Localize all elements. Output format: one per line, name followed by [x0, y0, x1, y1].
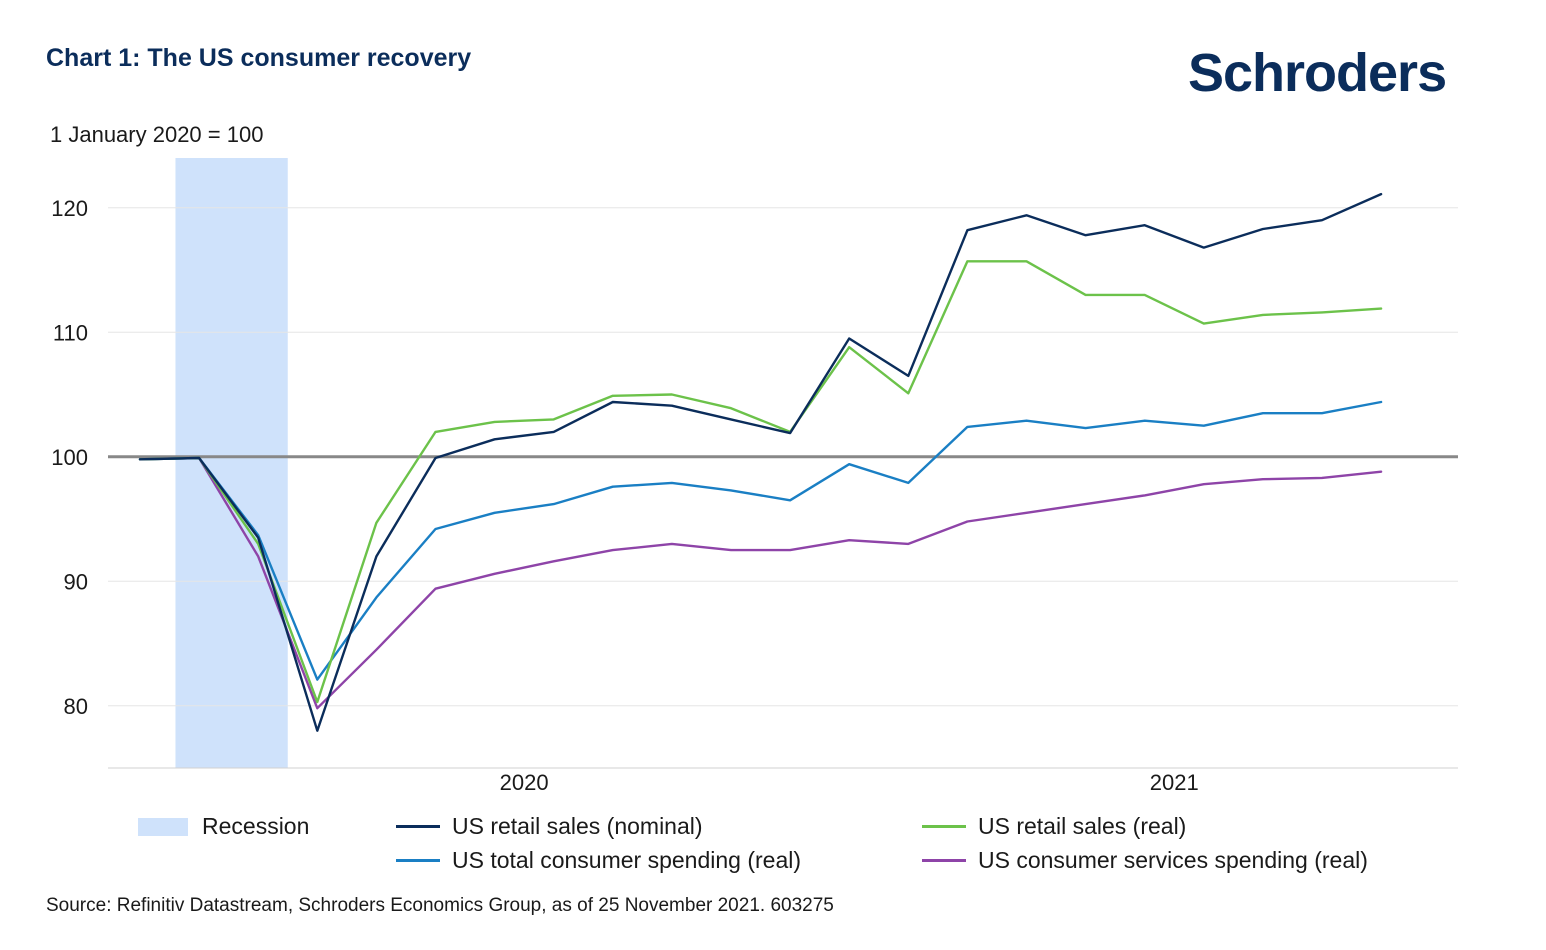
- series-line-total-spending: [138, 400, 1383, 681]
- source-note: Source: Refinitiv Datastream, Schroders …: [46, 895, 834, 916]
- legend-swatch-recession: [138, 817, 188, 836]
- legend-item-nominal: US retail sales (nominal): [396, 813, 703, 840]
- y-tick-label-90: 90: [64, 569, 88, 594]
- y-tick-label-100: 100: [51, 445, 88, 470]
- y-tick-label-110: 110: [53, 320, 88, 345]
- legend-item-recession: Recession: [138, 813, 309, 840]
- series-line-retail-real: [138, 260, 1383, 704]
- legend-label-retail-real: US retail sales (real): [978, 813, 1187, 839]
- legend-label-recession: Recession: [202, 813, 310, 839]
- legend-label-nominal: US retail sales (nominal): [452, 813, 703, 839]
- legend-swatch-total-spending: [396, 859, 440, 862]
- legend-item-total-spending: US total consumer spending (real): [396, 847, 801, 874]
- series-line-services: [138, 456, 1383, 710]
- legend-swatch-retail-real: [922, 825, 966, 828]
- y-tick-label-120: 120: [51, 196, 88, 221]
- legend-item-retail-real: US retail sales (real): [922, 813, 1186, 840]
- y-tick-label-80: 80: [64, 694, 88, 719]
- x-tick-label-2021: 2021: [1150, 770, 1199, 795]
- schroders-logo: Schroders: [1188, 43, 1447, 103]
- chart-subtitle: 1 January 2020 = 100: [50, 122, 264, 147]
- legend-label-services: US consumer services spending (real): [978, 847, 1368, 873]
- series-line-nominal: [138, 192, 1383, 732]
- legend-swatch-services: [922, 859, 966, 862]
- legend-label-total-spending: US total consumer spending (real): [452, 847, 801, 873]
- chart-title: Chart 1: The US consumer recovery: [46, 44, 472, 72]
- legend-swatch-nominal: [396, 825, 440, 828]
- x-tick-label-2020: 2020: [500, 770, 549, 795]
- legend-item-services: US consumer services spending (real): [922, 847, 1368, 874]
- recession-band: [175, 158, 288, 768]
